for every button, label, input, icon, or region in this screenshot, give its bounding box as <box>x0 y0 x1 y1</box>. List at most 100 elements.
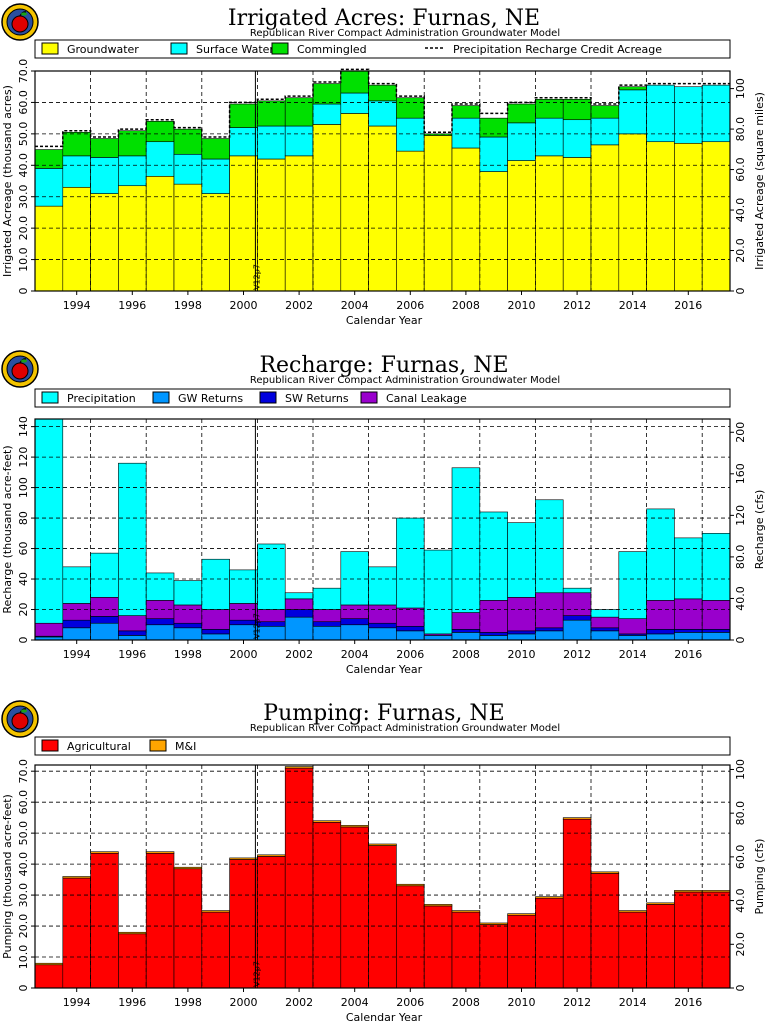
bar-segment <box>368 627 397 641</box>
bar-segment <box>535 897 564 989</box>
y-tick-label: 60.0 <box>17 90 30 115</box>
bar-segment <box>62 627 91 641</box>
y2-tick-label: 20.0 <box>734 238 747 263</box>
bar-segment <box>118 155 147 187</box>
bar-segment <box>90 616 119 624</box>
x-tick-label: 2004 <box>341 299 369 312</box>
bar-segment <box>257 158 286 292</box>
legend-label: Canal Leakage <box>386 392 467 405</box>
bar-segment <box>312 83 342 105</box>
grid-lines <box>35 765 730 988</box>
y-tick-label: 50.0 <box>17 122 30 147</box>
x-tick-label: 2002 <box>285 996 313 1009</box>
bar-segment <box>618 618 647 635</box>
bar-segment <box>618 86 647 91</box>
y-tick-label: 100 <box>17 477 30 498</box>
bar-segment <box>423 904 453 907</box>
bar-segment <box>90 193 119 292</box>
chart-title: Irrigated Acres: Furnas, NE <box>228 6 540 31</box>
bar-segment <box>284 592 314 600</box>
legend-label: Precipitation Recharge Credit Acreage <box>453 43 662 56</box>
bar-segment <box>646 141 675 292</box>
y2-axis-label: Pumping (cfs) <box>753 839 766 915</box>
bar-segment <box>701 84 731 143</box>
bar-segment <box>284 97 314 127</box>
bar-segment <box>340 92 369 114</box>
bar-segment <box>535 627 564 632</box>
legend-box <box>34 39 731 59</box>
bar-segment <box>118 462 147 616</box>
bar-segment <box>340 618 369 626</box>
bar-segment <box>257 854 286 857</box>
y2-tick-label: 40.0 <box>734 888 747 913</box>
bar-segment <box>284 616 314 641</box>
legend-label: SW Returns <box>285 392 349 405</box>
y-tick-label: 30.0 <box>17 883 30 908</box>
bar-segment <box>618 635 647 641</box>
y-tick-label: 20 <box>17 603 30 617</box>
bar-segment <box>118 185 147 292</box>
bar-segment <box>674 142 703 292</box>
y2-tick-label: 20.0 <box>734 932 747 957</box>
bar-segment <box>451 147 481 292</box>
bar-segment <box>535 896 564 899</box>
bar-segment <box>145 624 175 641</box>
bar-segment <box>201 558 230 610</box>
bar-segment <box>368 566 397 606</box>
legend-box <box>34 736 731 756</box>
bar-segment <box>590 117 620 146</box>
bar-segment <box>284 155 314 292</box>
bar-segment <box>507 913 536 916</box>
x-tick-label: 2010 <box>508 648 536 661</box>
bar-segment <box>62 877 91 989</box>
logo-apple <box>11 362 29 380</box>
bar-segment <box>284 598 314 610</box>
y-tick-label: 40.0 <box>17 153 30 178</box>
chart-title: Recharge: Furnas, NE <box>259 353 508 378</box>
bar-segment <box>90 597 119 617</box>
bar-segment <box>368 843 397 846</box>
bar-segment <box>396 607 425 627</box>
apple-logo-icon <box>1 700 39 738</box>
bar-segment <box>479 171 508 292</box>
x-tick-label: 2014 <box>619 996 647 1009</box>
y-tick-label: 70.0 <box>17 59 30 84</box>
bar-segment <box>396 883 425 887</box>
bar-segment <box>479 924 508 989</box>
y-tick-label: 40.0 <box>17 852 30 877</box>
y2-axis-label: Recharge (cfs) <box>753 490 766 570</box>
bar-segment <box>173 866 203 870</box>
bar-segment <box>340 113 369 292</box>
apple-logo-icon <box>1 3 39 41</box>
legend-swatch <box>41 739 59 752</box>
bar-segment <box>173 153 203 185</box>
x-tick-label: 2012 <box>563 299 591 312</box>
bar-segment <box>590 105 620 119</box>
bar-segment <box>201 193 230 292</box>
x-tick-label: 2016 <box>674 299 702 312</box>
bar-segment <box>201 633 230 641</box>
bar-segment <box>590 630 620 641</box>
y-tick-label: 0 <box>17 985 30 992</box>
logo-leaf <box>21 709 27 713</box>
bar-segment <box>646 84 675 143</box>
bar-segment <box>618 910 647 913</box>
bar-segment <box>674 598 703 630</box>
bar-segment <box>368 125 397 292</box>
x-tick-label: 1998 <box>174 648 202 661</box>
bar-segment <box>396 885 425 989</box>
bar-segment <box>646 904 675 989</box>
logo-leaf <box>21 12 27 16</box>
x-tick-label: 2000 <box>230 996 258 1009</box>
bar-segment <box>340 624 369 641</box>
bar-segment <box>62 603 91 621</box>
bar-segment <box>451 467 481 613</box>
y-tick-label: 50.0 <box>17 821 30 846</box>
bar-segment <box>562 587 592 594</box>
bar-segment <box>507 103 536 124</box>
legend-swatch <box>170 42 188 55</box>
bar-segment <box>368 845 397 989</box>
bar-segment <box>368 84 397 102</box>
x-tick-label: 2016 <box>674 996 702 1009</box>
